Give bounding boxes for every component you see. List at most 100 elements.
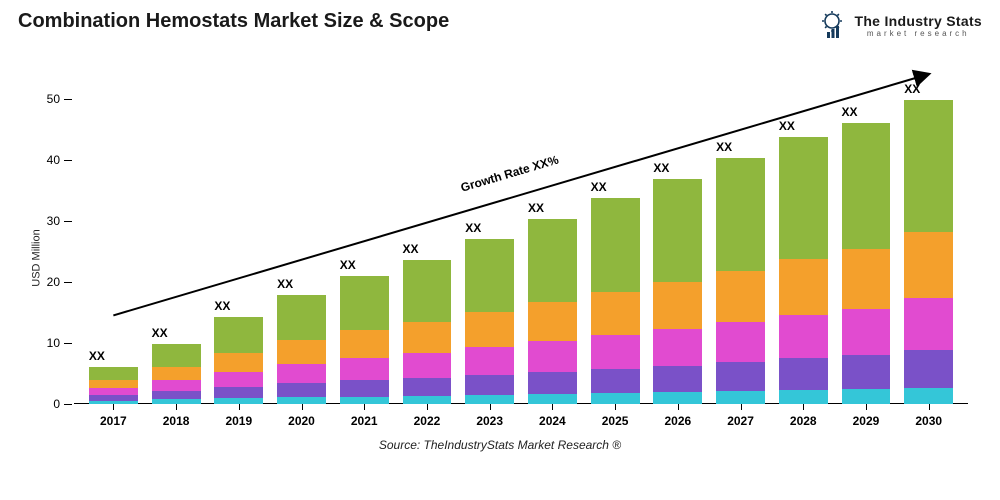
bar-column: XX2023 [458, 68, 521, 404]
bar-segment [340, 330, 389, 358]
y-tick [64, 282, 72, 283]
y-tick [64, 343, 72, 344]
x-tick-label: 2021 [351, 414, 378, 428]
x-tick-label: 2017 [100, 414, 127, 428]
bar-segment [716, 362, 765, 391]
bar-segment [779, 315, 828, 359]
stacked-bar: XX [842, 123, 891, 404]
bar-segment [152, 391, 201, 399]
stacked-bar: XX [277, 295, 326, 404]
bar-segment [904, 232, 953, 298]
bar-segment [403, 378, 452, 396]
stacked-bar: XX [214, 317, 263, 404]
y-tick [64, 99, 72, 100]
bar-segment [528, 341, 577, 372]
bar-segment [653, 329, 702, 366]
bar-segment [465, 395, 514, 404]
y-tick-label: 50 [47, 92, 60, 106]
x-tick [239, 404, 240, 410]
logo-sub-text: market research [854, 29, 982, 38]
bar-segment [465, 239, 514, 311]
y-tick-label: 40 [47, 153, 60, 167]
bar-segment [528, 302, 577, 341]
x-tick [678, 404, 679, 410]
bar-segment [152, 367, 201, 380]
x-tick-label: 2029 [853, 414, 880, 428]
bar-segment [591, 292, 640, 335]
bar-segment [465, 347, 514, 375]
y-tick [64, 221, 72, 222]
bar-column: XX2024 [521, 68, 584, 404]
bar-column: XX2018 [145, 68, 208, 404]
y-tick-label: 0 [53, 397, 60, 411]
bar-column: XX2027 [709, 68, 772, 404]
x-tick-label: 2025 [602, 414, 629, 428]
bar-segment [591, 198, 640, 292]
bar-segment [904, 350, 953, 388]
bar-segment [779, 259, 828, 315]
bar-column: XX2026 [646, 68, 709, 404]
y-tick-label: 30 [47, 214, 60, 228]
bar-column: XX2022 [396, 68, 459, 404]
header: Combination Hemostats Market Size & Scop… [18, 10, 982, 40]
bar-column: XX2020 [270, 68, 333, 404]
bar-segment [89, 367, 138, 380]
x-tick-label: 2030 [915, 414, 942, 428]
y-tick-label: 10 [47, 336, 60, 350]
bar-column: XX2021 [333, 68, 396, 404]
bar-segment [277, 383, 326, 397]
y-tick-label: 20 [47, 275, 60, 289]
bar-segment [214, 372, 263, 387]
bar-segment [277, 340, 326, 364]
bar-segment [904, 388, 953, 404]
x-tick-label: 2023 [476, 414, 503, 428]
x-tick [741, 404, 742, 410]
chart-zone: USD Million XX2017XX2018XX2019XX2020XX20… [18, 58, 982, 458]
bar-segment [528, 394, 577, 404]
bar-segment [89, 388, 138, 395]
x-tick-label: 2020 [288, 414, 315, 428]
bar-value-label: XX [214, 299, 230, 313]
bar-segment [528, 372, 577, 395]
bar-segment [340, 276, 389, 330]
bar-column: XX2019 [207, 68, 270, 404]
x-tick [552, 404, 553, 410]
x-tick [364, 404, 365, 410]
bar-segment [653, 366, 702, 393]
x-tick [113, 404, 114, 410]
bar-segment [214, 317, 263, 352]
x-tick-label: 2022 [414, 414, 441, 428]
stacked-bar: XX [591, 198, 640, 404]
bar-segment [591, 393, 640, 404]
bar-segment [591, 335, 640, 369]
bar-segment [716, 271, 765, 322]
bar-value-label: XX [403, 242, 419, 256]
x-tick [615, 404, 616, 410]
x-tick-label: 2027 [727, 414, 754, 428]
stacked-bar: XX [89, 367, 138, 404]
brand-logo: The Industry Stats market research [818, 10, 982, 40]
bar-value-label: XX [653, 161, 669, 175]
x-tick [176, 404, 177, 410]
x-tick [866, 404, 867, 410]
bar-segment [277, 397, 326, 404]
bar-value-label: XX [465, 221, 481, 235]
bar-value-label: XX [340, 258, 356, 272]
bar-segment [842, 309, 891, 355]
bar-segment [465, 312, 514, 347]
bars-group: XX2017XX2018XX2019XX2020XX2021XX2022XX20… [74, 68, 968, 404]
bar-segment [214, 387, 263, 398]
bar-segment [403, 396, 452, 404]
bar-value-label: XX [591, 180, 607, 194]
logo-main-text: The Industry Stats [854, 13, 982, 29]
bar-segment [528, 219, 577, 302]
x-tick [803, 404, 804, 410]
x-tick-label: 2028 [790, 414, 817, 428]
y-tick [64, 404, 72, 405]
x-tick [302, 404, 303, 410]
bar-column: XX2029 [835, 68, 898, 404]
bar-column: XX2017 [82, 68, 145, 404]
bar-segment [340, 380, 389, 396]
bar-segment [779, 358, 828, 390]
bar-value-label: XX [277, 277, 293, 291]
